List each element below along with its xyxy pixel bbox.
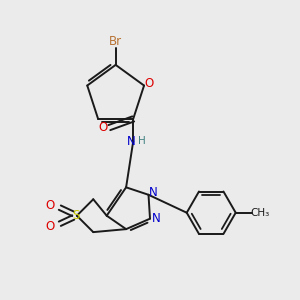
Text: H: H (138, 136, 146, 146)
Text: Br: Br (109, 35, 122, 48)
Text: N: N (152, 212, 161, 225)
Text: S: S (73, 209, 80, 222)
Text: O: O (45, 220, 55, 232)
Text: O: O (45, 199, 55, 212)
Text: O: O (98, 121, 107, 134)
Text: N: N (126, 135, 135, 148)
Text: CH₃: CH₃ (250, 208, 269, 218)
Text: O: O (145, 76, 154, 90)
Text: N: N (149, 186, 158, 199)
